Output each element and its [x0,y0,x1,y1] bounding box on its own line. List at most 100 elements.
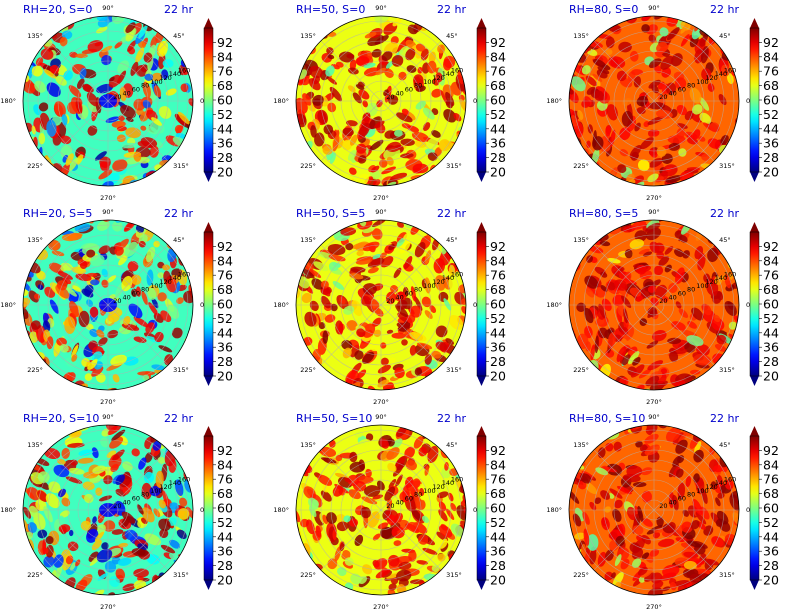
colorbar-tick-label: 28 [490,558,506,573]
angle-tick-label: 90° [648,4,660,12]
polar-grid [569,425,739,595]
angle-tick-label: 180° [273,506,289,514]
radial-tick-label: 40 [396,89,404,97]
colorbar-tick-label: 52 [217,107,233,122]
radial-tick-label: 140 [169,274,181,282]
polar-frame [22,219,194,391]
colorbar-extend-max [477,426,486,436]
colorbar-tick-label: 36 [217,544,233,559]
colorbar-tick-label: 20 [490,369,506,384]
colorbar-tick-label: 36 [763,544,779,559]
angle-tick-label: 180° [0,301,16,309]
colorbar-tick-label: 68 [490,282,506,297]
radial-tick-label: 80 [414,491,422,499]
angle-tick-label: 315° [719,162,735,170]
radial-tick-label: 100 [696,487,708,495]
radial-tick-label: 20 [659,297,667,305]
colorbar-tick-label: 20 [490,165,506,180]
colorbar-extend-max [204,222,213,232]
colorbar-tick-label: 28 [217,558,233,573]
colorbar-tick-label: 68 [490,78,506,93]
radial-tick-label: 20 [113,297,121,305]
angle-tick-label: 90° [102,4,114,12]
angle-tick-label: 90° [648,413,660,421]
colorbar-tick-label: 76 [763,472,779,487]
angle-tick-label: 90° [102,208,114,216]
colorbar-extend-min [750,580,759,590]
angle-tick-label: 90° [102,413,114,421]
angle-tick-label: 315° [446,571,462,579]
colorbar-tick-label: 60 [217,297,233,312]
colorbar-tick-label: 76 [490,472,506,487]
colorbar-tick-label: 52 [217,515,233,530]
angle-tick-label: 45° [719,236,731,244]
polar-grid [23,220,193,390]
angle-tick-label: 0° [746,506,753,514]
colorbar-tick-label: 44 [490,529,506,544]
radial-tick-label: 160 [724,270,736,278]
panel-title-left: RH=80, S=0 [569,3,638,16]
colorbar-body [749,435,760,581]
radial-tick-label: 120 [705,278,717,286]
colorbar-tick-label: 68 [217,282,233,297]
angle-tick-label: 45° [719,441,731,449]
colorbar-tick-label: 20 [217,165,233,180]
colorbar-tick-label: 76 [490,268,506,283]
colorbar-tick-label: 92 [763,443,779,458]
radial-tick-label: 120 [705,483,717,491]
radial-tick-label: 20 [386,93,394,101]
colorbar-tick-label: 28 [763,150,779,165]
radial-tick-label: 60 [405,290,413,298]
radial-tick-label: 120 [432,278,444,286]
colorbar-extend-max [204,426,213,436]
panel-title-left: RH=80, S=10 [569,412,645,425]
colorbar-tick-label: 92 [490,443,506,458]
colorbar-tick-label: 36 [763,136,779,151]
radial-tick-label: 80 [687,286,695,294]
colorbar-tick-label: 92 [490,239,506,254]
colorbar-extend-min [477,376,486,386]
radial-tick-label: 140 [169,70,181,78]
colorbar-extend-min [750,376,759,386]
colorbar-tick-label: 84 [217,253,233,268]
colorbar-extend-min [477,580,486,590]
radial-tick-label: 140 [442,274,454,282]
colorbar-tick-label: 44 [763,529,779,544]
radial-tick-label: 60 [678,495,686,503]
colorbar-extend-min [204,580,213,590]
radial-tick-label: 160 [451,66,463,74]
colorbar-tick-label: 44 [217,325,233,340]
radial-tick-label: 160 [451,475,463,483]
colorbar-tick-label: 44 [763,325,779,340]
radial-tick-label: 140 [442,479,454,487]
radial-tick-label: 40 [123,293,131,301]
colorbar-tick-label: 68 [217,486,233,501]
angle-tick-label: 45° [173,236,185,244]
panel-title-right: 22 hr [437,3,466,16]
colorbar-tick-label: 52 [490,311,506,326]
angle-tick-label: 225° [300,366,316,374]
colorbar-tick-label: 92 [763,35,779,50]
polar-frame [568,15,740,187]
colorbar-tick-label: 84 [490,253,506,268]
colorbar-tick-label: 84 [490,457,506,472]
colorbar-tick-label: 44 [217,529,233,544]
angle-tick-label: 135° [27,32,43,40]
colorbar-body [749,27,760,173]
colorbar-tick-label: 60 [763,297,779,312]
radial-tick-label: 80 [414,286,422,294]
radial-tick-label: 120 [432,483,444,491]
radial-tick-label: 40 [396,293,404,301]
radial-tick-label: 20 [659,502,667,510]
angle-tick-label: 225° [27,366,43,374]
panel-title-left: RH=50, S=0 [296,3,365,16]
colorbar-tick-label: 20 [217,573,233,588]
colorbar-extend-max [204,18,213,28]
radial-tick-label: 120 [432,74,444,82]
